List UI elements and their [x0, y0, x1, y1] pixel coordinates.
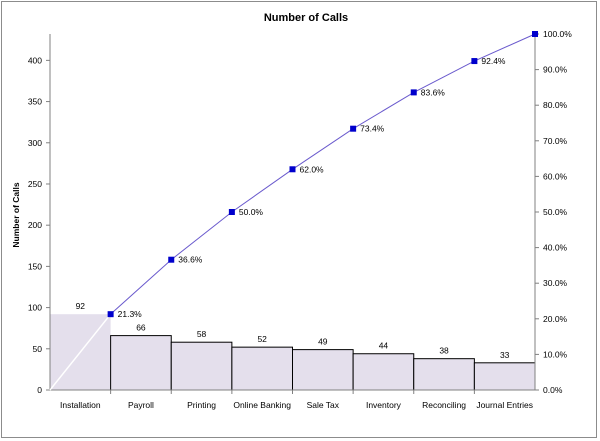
- chart-title: Number of Calls: [264, 12, 348, 24]
- y2-tick-label-9: 90.0%: [543, 65, 568, 75]
- cumulative-label-3: 62.0%: [300, 164, 325, 174]
- bar-value-label-7: 33: [500, 350, 510, 360]
- bar-value-label-5: 44: [379, 341, 389, 351]
- bar-4: [292, 349, 354, 391]
- y2-tick-label-0: 0.0%: [543, 385, 563, 395]
- x-tick-label-7: Journal Entries: [476, 400, 533, 410]
- cumulative-marker-1: [168, 256, 175, 263]
- y2-tick-label-7: 70.0%: [543, 136, 568, 146]
- y2-tick-label-8: 80.0%: [543, 100, 568, 110]
- y-axis-label: Number of Calls: [11, 182, 21, 247]
- y2-tick-label-2: 20.0%: [543, 314, 568, 324]
- x-tick-label-5: Inventory: [366, 400, 402, 410]
- cumulative-marker-2: [228, 209, 235, 215]
- cumulative-label-1: 36.6%: [178, 255, 203, 265]
- cumulative-marker-4: [350, 125, 357, 132]
- cumulative-line-start-segment: [49, 313, 112, 391]
- cumulative-marker-3: [289, 166, 296, 173]
- bar-value-label-0: 92: [76, 301, 86, 311]
- bar-value-label-4: 49: [318, 337, 328, 347]
- bar-value-label-1: 66: [136, 323, 146, 333]
- y2-tick-label-10: 100.0%: [543, 29, 572, 39]
- y-tick-label-3: 150: [28, 261, 42, 271]
- y-tick-label-1: 50: [33, 344, 43, 354]
- cumulative-label-4: 73.4%: [360, 124, 385, 134]
- x-tick-label-4: Sale Tax: [307, 400, 340, 410]
- bar-value-label-2: 58: [197, 329, 207, 339]
- cumulative-label-5: 83.6%: [421, 87, 446, 97]
- y-tick-label-7: 350: [28, 97, 42, 107]
- cumulative-marker-7: [532, 31, 538, 37]
- y-tick-label-0: 0: [37, 385, 42, 395]
- y-tick-label-6: 300: [28, 138, 42, 148]
- axes-group: [46, 33, 539, 394]
- y-tick-label-4: 200: [28, 220, 42, 230]
- y-tick-label-5: 250: [28, 179, 42, 189]
- bar-7: [473, 362, 536, 391]
- x-tick-label-2: Printing: [187, 400, 216, 410]
- bar-2: [170, 341, 233, 391]
- cumulative-label-0: 21.3%: [118, 309, 143, 319]
- x-tick-label-6: Reconciling: [422, 400, 466, 410]
- cumulative-label-2: 50.0%: [239, 207, 264, 217]
- x-tick-label-1: Payroll: [128, 400, 154, 410]
- cumulative-marker-5: [410, 89, 417, 96]
- y2-tick-label-6: 60.0%: [543, 171, 568, 181]
- cumulative-line: [110, 33, 536, 315]
- bars-group: [50, 314, 536, 391]
- bar-6: [413, 358, 475, 391]
- x-tick-label-3: Online Banking: [233, 400, 291, 410]
- cumulative-marker-6: [471, 58, 478, 65]
- x-tick-label-0: Installation: [60, 400, 101, 410]
- cumulative-line-group: [49, 31, 538, 391]
- y2-tick-label-1: 10.0%: [543, 349, 568, 359]
- bar-value-label-6: 38: [439, 346, 449, 356]
- y-tick-label-2: 100: [28, 303, 42, 313]
- y2-tick-label-3: 30.0%: [543, 278, 568, 288]
- bar-value-label-3: 52: [257, 334, 267, 344]
- y2-tick-label-4: 40.0%: [543, 243, 568, 253]
- bar-3: [231, 346, 293, 391]
- bar-5: [352, 353, 415, 391]
- cumulative-marker-0: [107, 311, 114, 318]
- labels-group: 92 Installation 66 Payroll 58 Printing 52 Onlin…: [28, 29, 572, 410]
- y2-tick-label-5: 50.0%: [543, 207, 568, 217]
- cumulative-label-6: 92.4%: [481, 56, 506, 66]
- y-tick-label-8: 400: [28, 55, 42, 65]
- bar-1: [110, 335, 172, 391]
